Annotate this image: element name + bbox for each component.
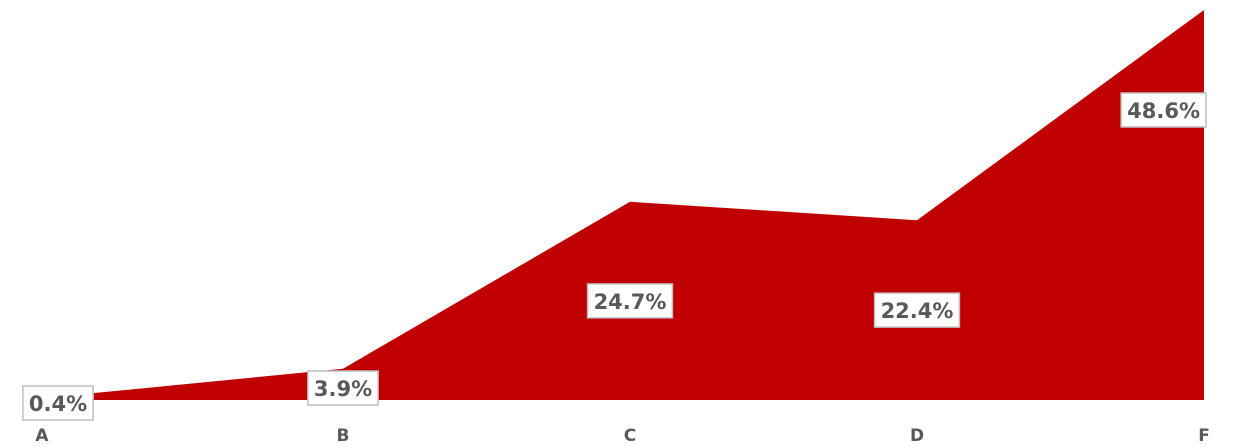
x-tick-label-f: F xyxy=(1198,426,1210,446)
data-label-box xyxy=(22,385,94,421)
data-label-box xyxy=(873,292,961,328)
data-label-box xyxy=(307,370,379,406)
x-tick-label-a: A xyxy=(35,426,49,446)
data-label-f: 48.6% xyxy=(1120,92,1207,128)
data-label-d: 22.4% xyxy=(873,292,961,328)
data-label-box xyxy=(1120,92,1207,128)
data-label-box xyxy=(586,283,674,319)
data-label-text: 24.7% xyxy=(594,290,667,314)
data-label-text: 3.9% xyxy=(314,377,372,401)
x-tick-label-d: D xyxy=(910,426,924,446)
data-label-text: 0.4% xyxy=(29,392,87,416)
data-label-c: 24.7% xyxy=(586,283,674,319)
data-label-b: 3.9% xyxy=(307,370,379,406)
area-series xyxy=(56,10,1204,400)
data-label-layer: 0.4% 3.9% 24.7% 22.4% 48.6% xyxy=(22,92,1207,421)
data-label-text: 48.6% xyxy=(1127,99,1200,123)
data-label-text: 22.4% xyxy=(881,299,954,323)
data-label-a: 0.4% xyxy=(22,385,94,421)
area-layer xyxy=(56,10,1204,400)
x-tick-label-c: C xyxy=(624,426,636,446)
x-tick-label-b: B xyxy=(337,426,350,446)
